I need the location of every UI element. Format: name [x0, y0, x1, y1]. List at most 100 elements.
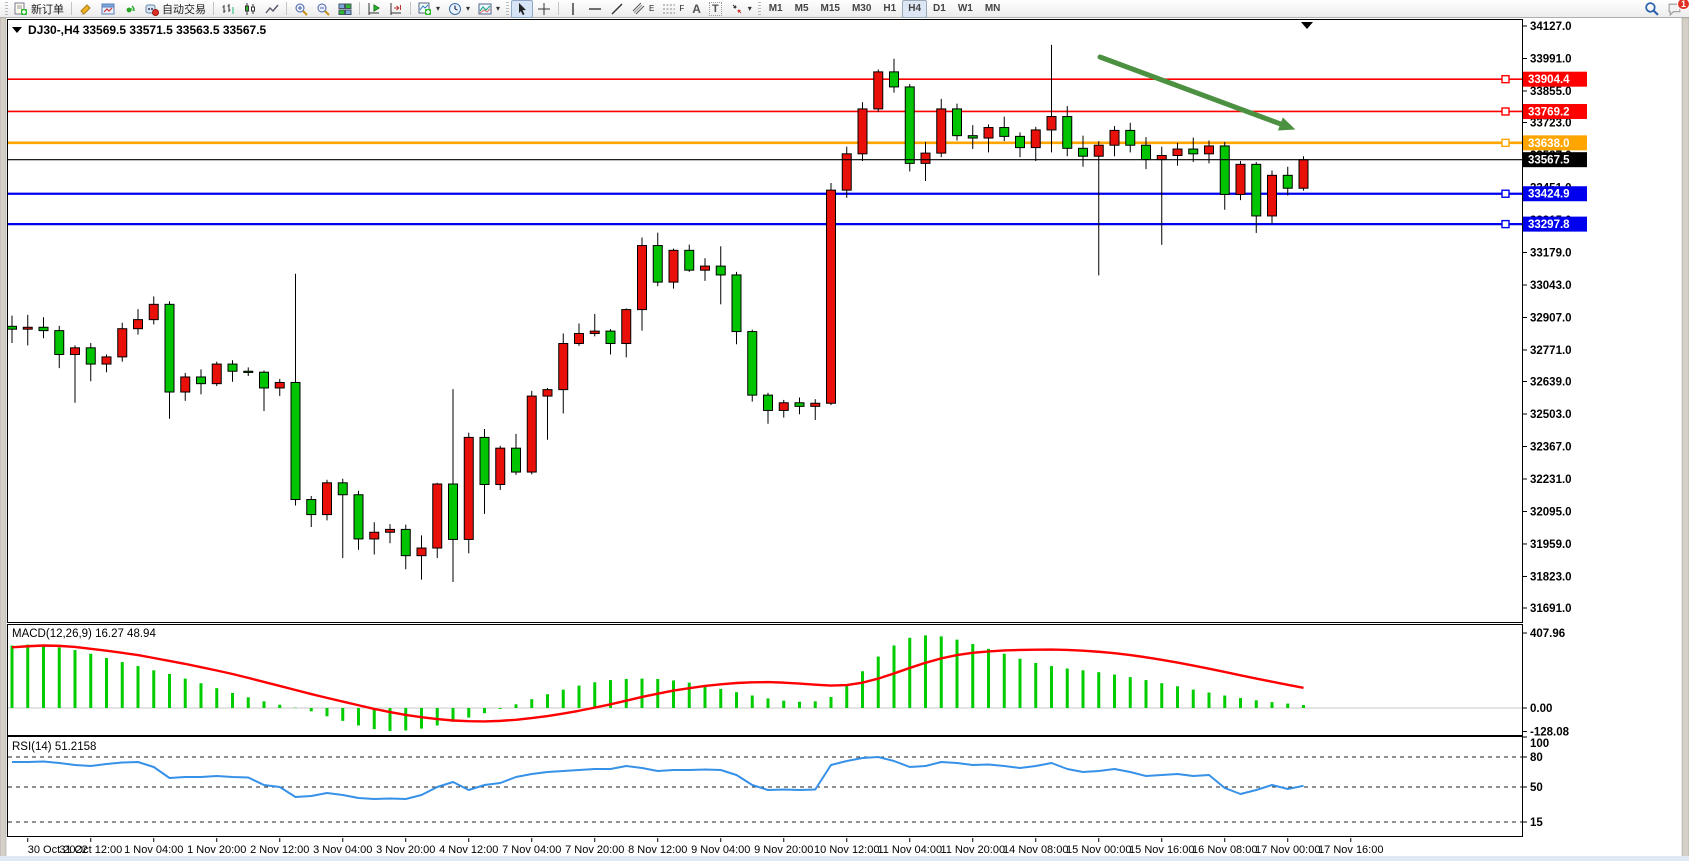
text-label-tool-icon: T: [708, 1, 722, 16]
arrows-tool-button[interactable]: ▾: [726, 0, 756, 18]
notifications-button[interactable]: 1: [1663, 0, 1689, 18]
chart-title: DJ30-,H4 33569.5 33571.5 33563.5 33567.5: [28, 23, 267, 37]
chart-shift-marker[interactable]: [1301, 22, 1313, 29]
candle-body: [274, 381, 285, 389]
zoom-out-button[interactable]: [312, 0, 334, 18]
toolbar-grip: [5, 2, 8, 15]
auto-trading-button[interactable]: 自动交易: [141, 0, 210, 18]
candle-body: [385, 528, 395, 533]
time-tick-label: 1 Nov 04:00: [124, 844, 183, 856]
bottom-strip: [0, 856, 1689, 861]
new-order-icon: [14, 2, 27, 15]
timeframe-M5[interactable]: M5: [794, 3, 809, 14]
hline-handle-33769.2[interactable]: [1501, 107, 1510, 116]
timeframe-M15[interactable]: M15: [820, 3, 840, 14]
candle-body: [1188, 148, 1199, 155]
vline-tool-button[interactable]: [562, 0, 584, 18]
price-tick-label: 31691.0: [1530, 603, 1572, 615]
hline-handle-33904.4[interactable]: [1501, 74, 1510, 84]
timeframe-W1[interactable]: W1: [957, 3, 973, 14]
chart-window-icon: [101, 3, 115, 14]
chart-shift-button[interactable]: [363, 0, 385, 18]
price-tick-label: 32503.0: [1530, 409, 1572, 421]
market-watch-button[interactable]: [97, 0, 119, 18]
hline-handle-33638.0[interactable]: [1501, 138, 1510, 148]
bar-chart-mode-button[interactable]: [217, 0, 239, 18]
candle-body: [904, 86, 915, 164]
indicators-button[interactable]: ▾: [414, 0, 444, 18]
line-chart-mode-button[interactable]: [261, 0, 283, 18]
sound-button[interactable]: [119, 0, 141, 18]
time-tick-label: 9 Nov 04:00: [691, 844, 750, 856]
zoom-in-button[interactable]: [290, 0, 312, 18]
timeframe-D1[interactable]: D1: [933, 3, 946, 14]
trend-arrow-line[interactable]: [1097, 54, 1289, 129]
candle-body: [243, 370, 254, 373]
bars-chart-icon: [222, 3, 234, 14]
candle-body: [196, 376, 206, 385]
macd-panel: [7, 624, 1523, 736]
time-tick-label: 15 Nov 16:00: [1129, 844, 1194, 856]
toolbar-separator: [359, 2, 360, 15]
hline-tool-button[interactable]: [584, 0, 606, 18]
crosshair-tool-button[interactable]: [533, 0, 555, 18]
time-tick-label: 11 Nov 04:00: [877, 844, 942, 856]
candle-body: [1015, 135, 1025, 149]
auto-trading-label: 自动交易: [162, 3, 206, 16]
templates-button[interactable]: ▾: [474, 0, 504, 18]
candle-body: [684, 249, 695, 271]
candle-body: [826, 189, 836, 404]
fibonacci-tool-button[interactable]: F: [658, 0, 688, 18]
candle-body: [290, 381, 301, 501]
candle-body: [778, 402, 789, 411]
rsi-tick-label: 50: [1530, 782, 1543, 794]
line-chart-icon: [265, 4, 279, 13]
candle-body: [810, 402, 821, 407]
timeframe-MN[interactable]: MN: [984, 3, 1001, 14]
timeframe-M1[interactable]: M1: [768, 3, 783, 14]
periods-button[interactable]: ▾: [444, 0, 474, 18]
time-tick-label: 9 Nov 20:00: [754, 844, 813, 856]
price-tick-label: 31823.0: [1530, 571, 1572, 583]
time-tick-label: 10 Nov 12:00: [814, 844, 879, 856]
candle-body: [337, 482, 348, 496]
channel-tool-button[interactable]: E: [628, 0, 658, 18]
text-tool-button[interactable]: A: [688, 0, 705, 18]
candle-body: [1030, 129, 1041, 149]
search-button[interactable]: [1640, 0, 1663, 18]
trend-arrow-head[interactable]: [1277, 117, 1296, 131]
auto-scroll-button[interactable]: [385, 0, 407, 18]
candle-body: [369, 531, 380, 540]
candle-body: [70, 347, 80, 356]
timeframe-H4[interactable]: H4: [902, 0, 928, 18]
timeframe-H1[interactable]: H1: [883, 3, 897, 14]
cursor-tool-button[interactable]: [511, 0, 534, 18]
price-tick-label: 31959.0: [1530, 539, 1572, 551]
styler-button[interactable]: [75, 0, 97, 18]
hline-price-label: 33638.0: [1528, 138, 1570, 150]
text-label-tool-button[interactable]: T: [705, 0, 726, 18]
candle-body: [180, 376, 191, 393]
arrow-objects-icon: [732, 4, 742, 13]
current-price-box: [1523, 152, 1587, 168]
candlestick-chart-icon: [245, 2, 255, 15]
hline-handle-33424.9[interactable]: [1501, 189, 1510, 198]
chart-collapse-toggle[interactable]: [12, 27, 22, 33]
candle-body: [38, 326, 49, 332]
auto-trading-icon: [145, 4, 159, 16]
candle-body: [1141, 144, 1151, 161]
toolbar-grip: [757, 2, 761, 15]
tile-windows-button[interactable]: [334, 0, 356, 18]
timeframe-M30[interactable]: M30: [851, 3, 872, 14]
trendline-tool-button[interactable]: [606, 0, 628, 18]
candle-body: [1251, 163, 1262, 217]
time-tick-label: 17 Nov 00:00: [1255, 844, 1320, 856]
price-tick-label: 33179.0: [1530, 247, 1572, 259]
new-order-button[interactable]: 新订单: [10, 0, 68, 18]
macd-label: MACD(12,26,9) 16.27 48.94: [12, 628, 156, 640]
hline-handle-33297.8[interactable]: [1501, 219, 1510, 229]
fibonacci-icon: [663, 4, 676, 13]
candle-chart-mode-button[interactable]: [239, 0, 261, 18]
